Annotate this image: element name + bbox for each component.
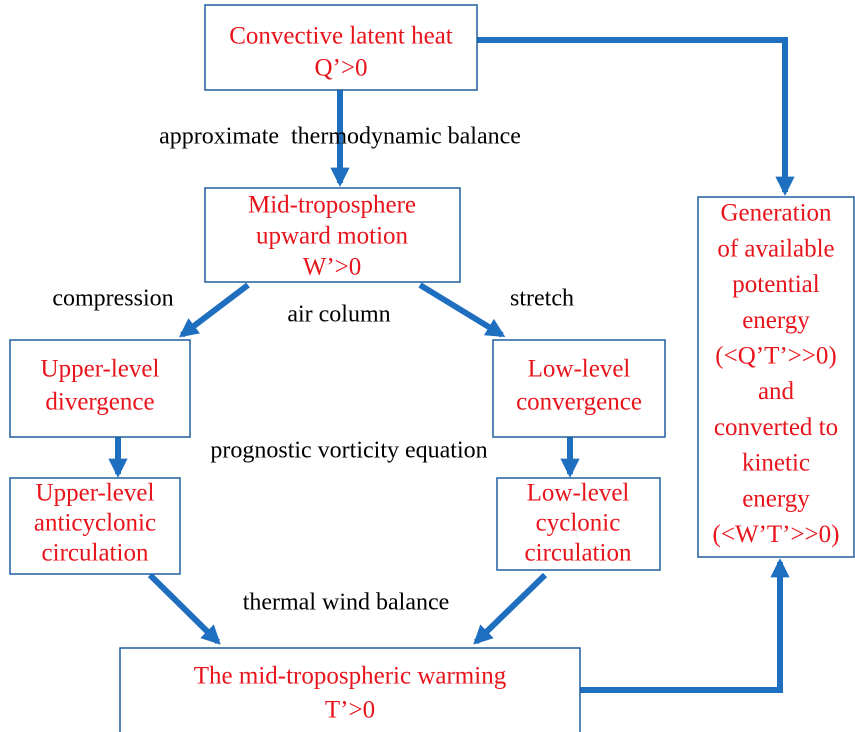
node-label: potential <box>732 271 820 298</box>
arrow <box>178 282 250 338</box>
edge-label: approximate thermodynamic balance <box>159 124 521 150</box>
node-label: anticyclonic <box>34 510 156 537</box>
edge-label: stretch <box>510 286 574 312</box>
node-label: circulation <box>525 540 632 567</box>
node-label: Upper-level <box>41 356 160 383</box>
edge-label: air column <box>287 302 390 328</box>
node-box <box>9 477 181 575</box>
edge-label: compression <box>52 286 173 312</box>
node-box <box>119 647 581 732</box>
node-label: Upper-level <box>36 480 155 507</box>
node-box <box>496 477 661 571</box>
node-box <box>204 187 461 283</box>
texts: approximate thermodynamic balance compre… <box>52 124 574 616</box>
node-label: The mid-tropospheric warming <box>194 663 507 690</box>
node-box <box>9 339 191 438</box>
node-label: converted to <box>714 414 838 441</box>
node-label: energy <box>742 307 810 334</box>
node-box <box>492 339 666 438</box>
node-label: and <box>758 378 795 405</box>
node-label: divergence <box>45 389 154 416</box>
node-label: Q’>0 <box>315 55 368 82</box>
node-box <box>204 4 478 91</box>
node-label: circulation <box>42 540 149 567</box>
node-label: Mid-troposphere <box>248 192 416 219</box>
edge-label: prognostic vorticity equation <box>210 438 487 464</box>
node-label: energy <box>742 485 810 512</box>
arrow <box>580 558 790 693</box>
node-box <box>697 196 855 558</box>
node-label: Low-level <box>527 480 630 507</box>
node-label: (<Q’T’>>0) <box>715 343 836 370</box>
node-label: kinetic <box>742 450 810 477</box>
arrows <box>108 37 795 693</box>
node-label: convergence <box>516 389 642 416</box>
edge-label: thermal wind balance <box>243 590 450 616</box>
node-label: upward motion <box>256 223 409 250</box>
arrow <box>147 572 221 645</box>
arrow <box>473 572 548 645</box>
node-label: W’>0 <box>303 254 362 281</box>
arrow <box>418 282 506 338</box>
node-label: Convective latent heat <box>229 23 453 50</box>
node-label: of available <box>717 235 834 262</box>
node-label: (<W’T’>>0) <box>713 521 840 548</box>
arrow <box>477 37 795 196</box>
node-label: cyclonic <box>536 510 621 537</box>
node-label: Low-level <box>528 356 631 383</box>
node-label: T’>0 <box>325 697 375 724</box>
node-label: Generation <box>720 200 832 227</box>
